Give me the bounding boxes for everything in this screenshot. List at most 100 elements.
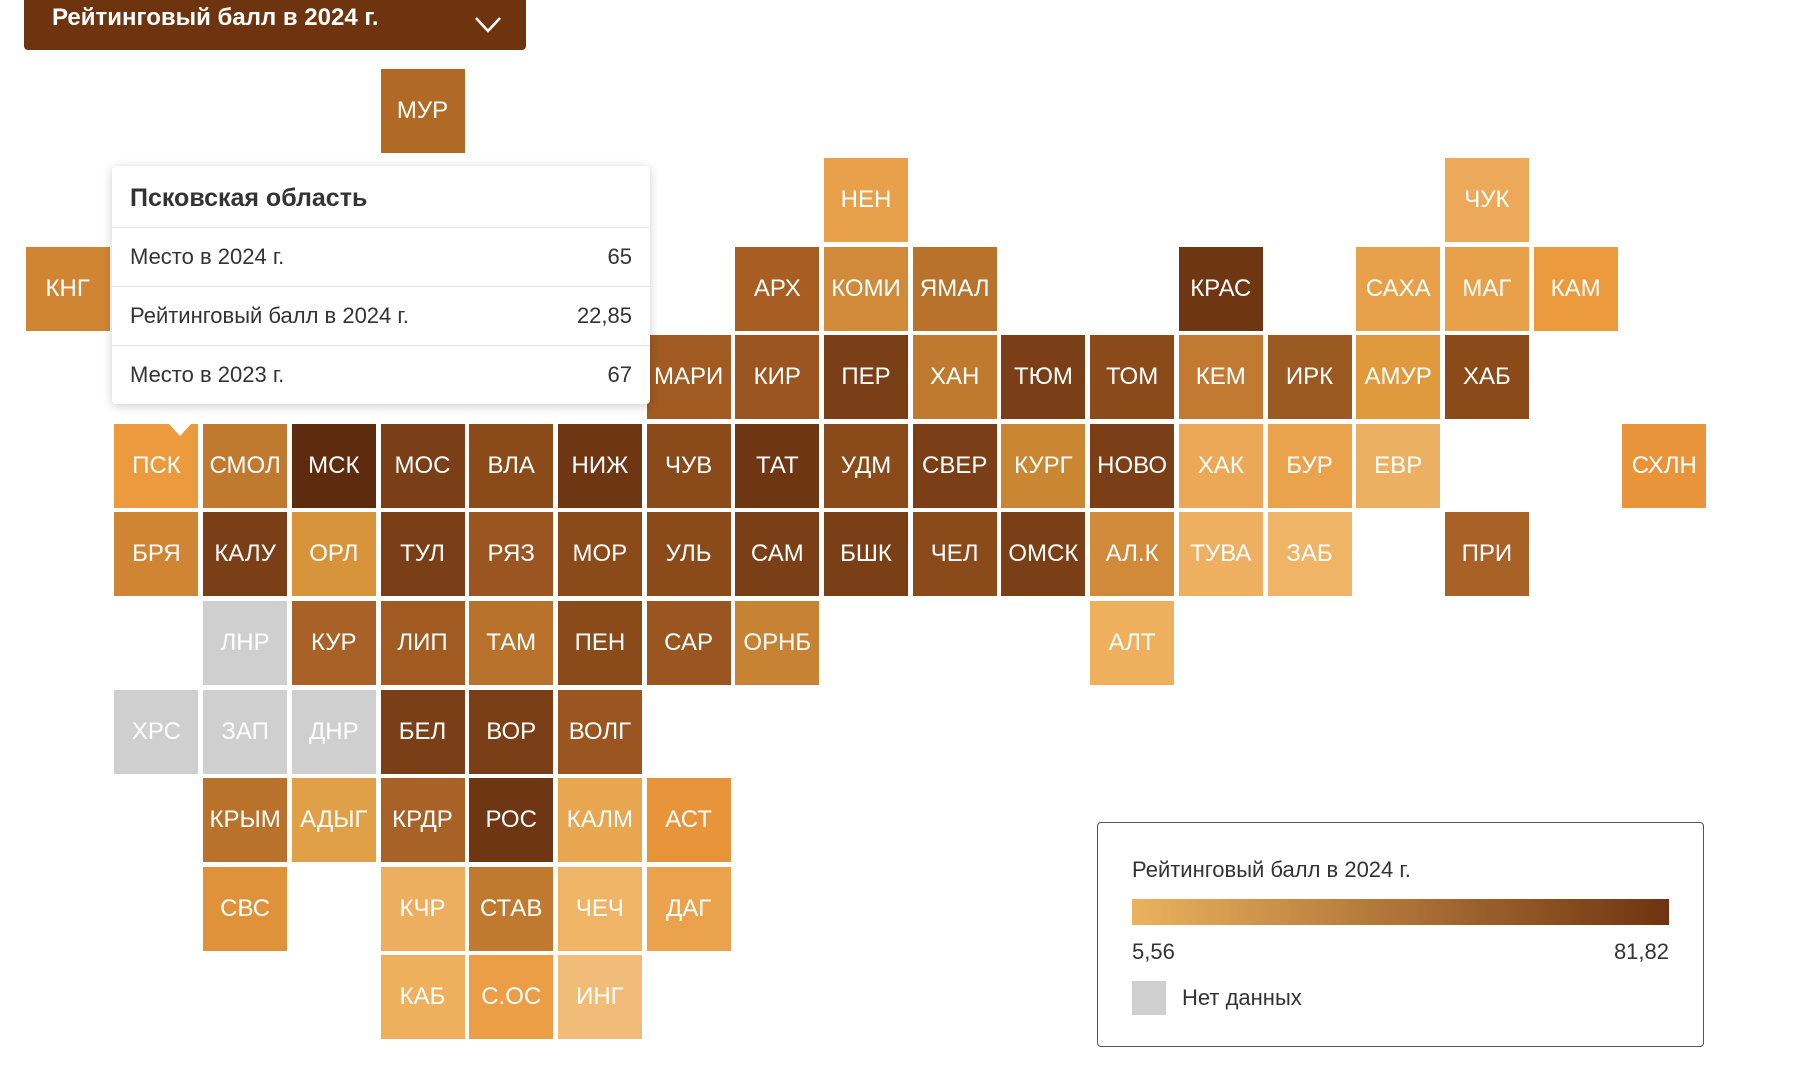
region-tile[interactable]: КРЫМ	[203, 778, 288, 863]
region-tile[interactable]: ОРНБ	[735, 601, 820, 685]
tooltip-row-value: 22,85	[576, 303, 632, 328]
region-tile[interactable]: ТЮМ	[1001, 335, 1086, 420]
region-tile[interactable]: АДЫГ	[291, 778, 376, 863]
tooltip-row: Место в 2024 г. 65	[112, 228, 650, 287]
region-tile[interactable]: ЗАП	[203, 689, 288, 774]
region-tile[interactable]: СХЛН	[1622, 423, 1707, 508]
region-tile[interactable]: СТАВ	[469, 866, 554, 951]
region-tile[interactable]: ПРИ	[1444, 512, 1529, 597]
region-tile[interactable]: ТАМ	[469, 601, 554, 685]
region-tile[interactable]: МАГ	[1444, 246, 1529, 331]
region-tile[interactable]: УЛЬ	[646, 512, 731, 597]
tooltip-row: Рейтинговый балл в 2024 г. 22,85	[112, 287, 650, 346]
region-tile[interactable]: ЯМАЛ	[912, 246, 997, 331]
tooltip-rows: Место в 2024 г. 65 Рейтинговый балл в 2024…	[112, 228, 650, 404]
region-tile[interactable]: УДМ	[824, 423, 908, 508]
region-tile[interactable]: ТОМ	[1090, 335, 1175, 420]
region-tile[interactable]: КАБ	[380, 955, 465, 1040]
region-tile[interactable]: АСТ	[646, 778, 731, 863]
region-tile[interactable]: МУР	[380, 69, 465, 154]
region-tile[interactable]: КРДР	[380, 778, 465, 863]
region-tile[interactable]: МАРИ	[646, 335, 731, 420]
region-tile[interactable]: ДАГ	[646, 866, 731, 951]
region-tile[interactable]: ПЕР	[824, 335, 908, 420]
region-tile[interactable]: АМУР	[1356, 335, 1441, 420]
region-tile[interactable]: ЛНР	[203, 601, 288, 685]
region-tile[interactable]: ЛИП	[380, 601, 465, 685]
tooltip-arrow	[160, 414, 200, 436]
region-tile[interactable]: АРХ	[735, 246, 820, 331]
region-tile[interactable]: САМ	[735, 512, 820, 597]
region-tile[interactable]: ЗАБ	[1267, 512, 1352, 597]
region-tile[interactable]: НЕН	[824, 158, 908, 242]
region-tile[interactable]: КАЛМ	[557, 778, 642, 863]
region-tile[interactable]: ЧУК	[1444, 158, 1529, 242]
region-tile[interactable]: ИНГ	[557, 955, 642, 1040]
region-tile[interactable]: ИРК	[1267, 335, 1352, 420]
region-tile[interactable]: СВС	[203, 866, 288, 951]
region-tile[interactable]: АЛТ	[1090, 601, 1175, 685]
region-tile[interactable]: МОР	[557, 512, 642, 597]
region-tile[interactable]: ХАН	[912, 335, 997, 420]
region-tile[interactable]: ДНР	[291, 689, 376, 774]
region-tile[interactable]: РОС	[469, 778, 554, 863]
region-tile[interactable]: ВОР	[469, 689, 554, 774]
region-tile[interactable]: КАЛУ	[203, 512, 288, 597]
region-tile[interactable]: РЯЗ	[469, 512, 554, 597]
region-tile[interactable]: КНГ	[25, 246, 110, 331]
region-tile[interactable]: КУР	[291, 601, 376, 685]
region-tile[interactable]: МОС	[380, 423, 465, 508]
legend-title: Рейтинговый балл в 2024 г.	[1132, 857, 1411, 882]
region-tile[interactable]: КЕМ	[1178, 335, 1263, 420]
legend-max: 81,82	[1613, 939, 1669, 964]
region-tile[interactable]: АЛ.К	[1090, 512, 1175, 597]
region-tile[interactable]: ЧЕЧ	[557, 866, 642, 951]
region-tile[interactable]: ОМСК	[1001, 512, 1086, 597]
region-tile[interactable]: КАМ	[1533, 246, 1618, 331]
region-tile[interactable]: МСК	[291, 423, 376, 508]
region-tile[interactable]: КРАС	[1178, 246, 1263, 331]
region-tile[interactable]: ХАК	[1178, 423, 1263, 508]
region-tile[interactable]: СМОЛ	[203, 423, 288, 508]
region-tile[interactable]: С.ОС	[469, 955, 554, 1040]
region-tile[interactable]: БШК	[824, 512, 908, 597]
region-tile[interactable]: ОРЛ	[291, 512, 376, 597]
region-tile[interactable]: ВОЛГ	[557, 689, 642, 774]
region-tile[interactable]: БРЯ	[114, 512, 199, 597]
region-tile[interactable]: ЧЕЛ	[912, 512, 997, 597]
region-tile[interactable]: НОВО	[1090, 423, 1175, 508]
dropdown-chevron	[475, 17, 501, 33]
legend: Рейтинговый балл в 2024 г. 5,56 81,82 Не…	[1097, 822, 1704, 1047]
region-tile[interactable]: ТАТ	[735, 423, 820, 508]
tooltip-row-value: 67	[607, 362, 632, 387]
region-tile[interactable]: БЕЛ	[380, 689, 465, 774]
region-tile[interactable]: ПЕН	[557, 601, 642, 685]
legend-gradient	[1132, 899, 1669, 925]
region-tile[interactable]: ХАБ	[1444, 335, 1529, 420]
legend-min: 5,56	[1132, 939, 1175, 964]
region-tile[interactable]: САР	[646, 601, 731, 685]
region-tile[interactable]: ВЛА	[469, 423, 554, 508]
region-tile[interactable]: ТУЛ	[380, 512, 465, 597]
legend-no-data-label: Нет данных	[1182, 985, 1302, 1010]
tooltip-row: Место в 2023 г. 67	[112, 346, 650, 404]
region-tile[interactable]: ЧУВ	[646, 423, 731, 508]
region-tile[interactable]: СВЕР	[912, 423, 997, 508]
region-tile[interactable]: КЧР	[380, 866, 465, 951]
region-tile[interactable]: ПСК	[114, 423, 199, 508]
tooltip-row-label: Место в 2024 г.	[130, 244, 285, 269]
dropdown[interactable]: Рейтинговый балл в 2024 г.	[24, 0, 526, 50]
region-tile[interactable]: ЕВР	[1356, 423, 1441, 508]
region-tile[interactable]: КИР	[735, 335, 820, 420]
region-tile[interactable]: БУР	[1267, 423, 1352, 508]
tooltip-row-value: 65	[607, 244, 632, 269]
region-tile[interactable]: НИЖ	[557, 423, 642, 508]
region-tile[interactable]: ХРС	[114, 689, 199, 774]
region-tile[interactable]: ТУВА	[1178, 512, 1263, 597]
tooltip: Псковская область Место в 2024 г. 65 Рейти…	[112, 166, 650, 404]
region-tile[interactable]: КУРГ	[1001, 423, 1086, 508]
region-tile[interactable]: САХА	[1356, 246, 1441, 331]
region-tile[interactable]: КОМИ	[824, 246, 908, 331]
tooltip-row-label: Место в 2023 г.	[130, 362, 285, 387]
